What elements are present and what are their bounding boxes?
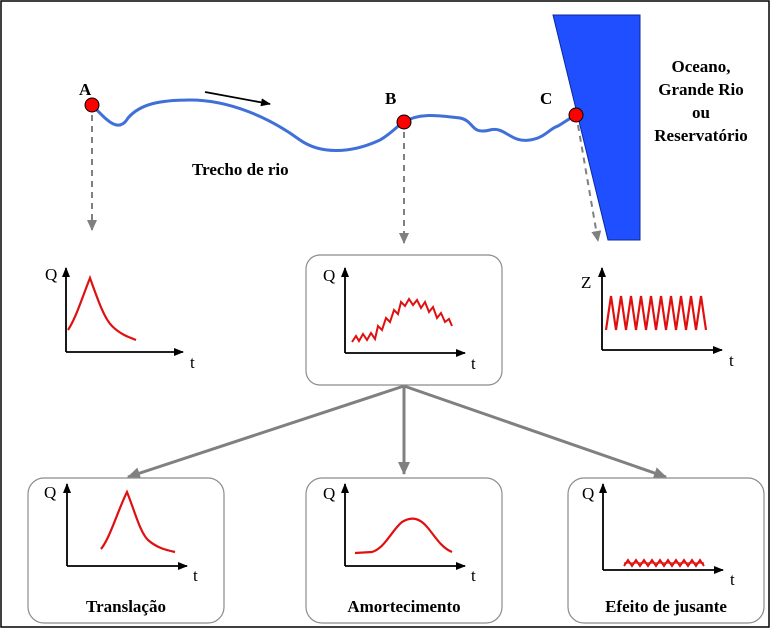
graph-translacao-y-label: Q [44,483,56,502]
graph-translacao-x-label: t [193,566,198,585]
graph-a: Q t [45,265,195,372]
graph-jusante-y-label: Q [582,484,594,503]
graph-b-hydrograph-curve [351,297,453,343]
graph-c-y-label: Z [581,273,591,292]
graph-amortecimento-x-label: t [471,566,476,585]
point-b-marker [396,114,412,130]
graph-c-water-level-curve [604,295,708,331]
graph-amortecimento-y-label: Q [323,484,335,503]
graph-c: Z t [581,267,734,370]
graph-translacao-curve [100,489,176,554]
arrow-to-translacao [127,384,405,479]
graph-c-x-label: t [729,351,734,370]
graph-b: Q t [305,254,503,386]
graph-amortecimento-caption: Amortecimento [347,597,460,616]
water-body-label-line-1: Oceano, [671,57,730,76]
flow-direction-arrow [204,91,271,107]
graph-jusante-box [567,477,765,624]
point-a-label: A [79,80,92,99]
graph-a-x-label: t [190,353,195,372]
point-a-marker [84,97,100,113]
water-body-label-line-2: Grande Rio [658,80,743,99]
point-b-label: B [385,89,396,108]
graph-amortecimento: Q t Amortecimento [305,477,503,624]
water-body-label-line-4: Reservatório [654,126,747,145]
arrow-to-jusante [403,384,667,479]
point-c-marker [568,107,584,123]
graph-amortecimento-curve [354,517,453,555]
graph-a-y-label: Q [45,265,57,284]
graph-jusante-curve [623,558,705,568]
dashed-arrow-c [577,124,602,242]
graph-translacao: Q t Translação [27,477,225,624]
graph-jusante-x-label: t [730,570,735,589]
water-body-shape [552,14,641,241]
graph-translacao-box [27,477,225,624]
point-c-label: C [540,89,552,108]
river-section-label: Trecho de rio [192,160,289,179]
graph-jusante-caption: Efeito de jusante [605,597,727,616]
graph-amortecimento-box [305,477,503,624]
graph-b-y-label: Q [323,266,335,285]
graph-a-hydrograph-curve [67,274,137,342]
water-body-label-line-3: ou [692,103,710,122]
graph-b-x-label: t [471,354,476,373]
graph-translacao-caption: Translação [86,597,166,616]
graph-jusante: Q t Efeito de jusante [567,477,765,624]
river-line [90,98,578,152]
